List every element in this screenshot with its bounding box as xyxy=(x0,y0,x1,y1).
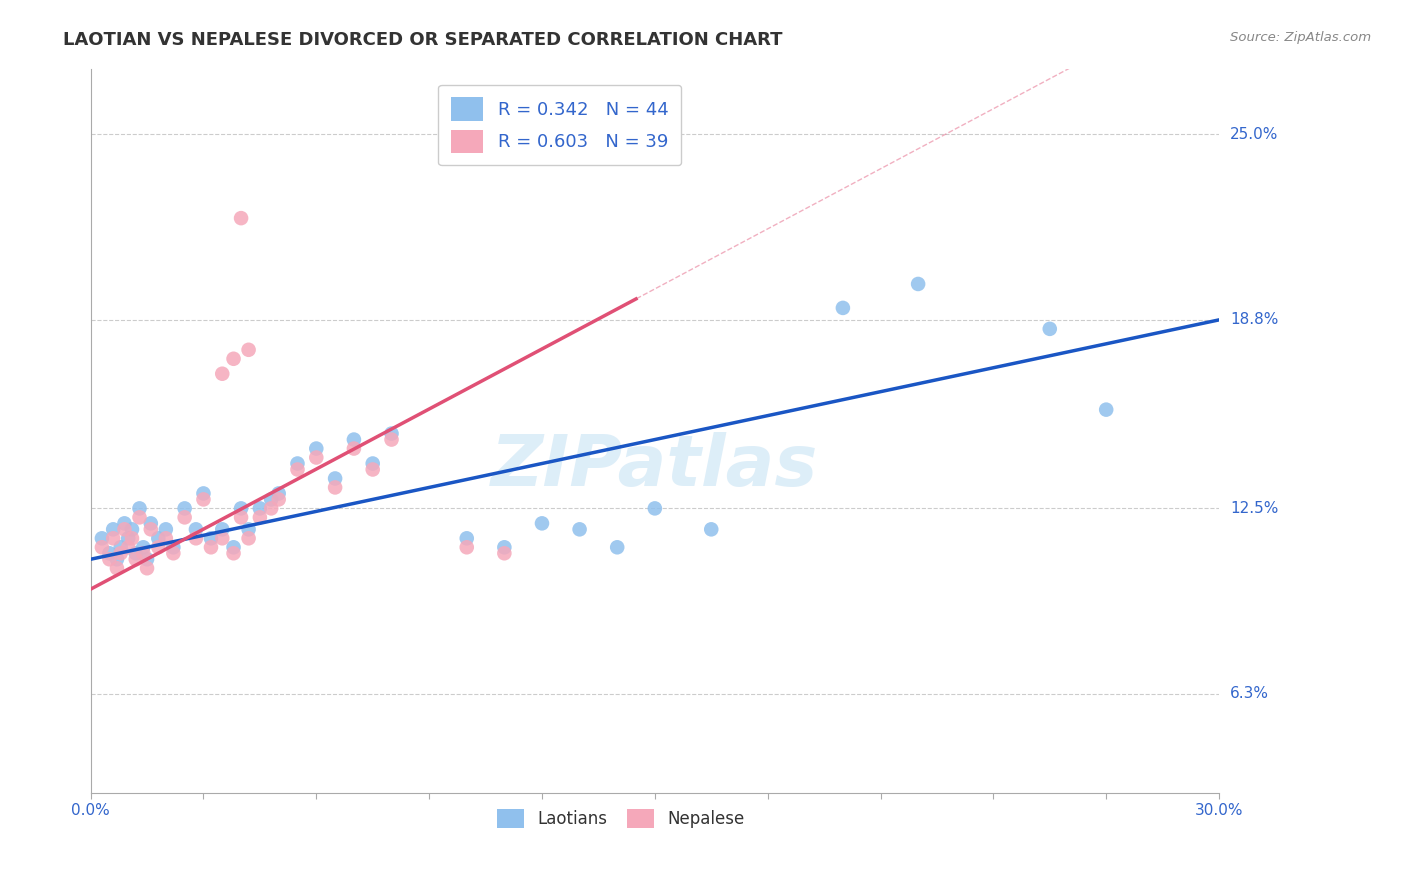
Point xyxy=(211,367,233,381)
Point xyxy=(139,516,162,531)
Point xyxy=(1039,322,1062,336)
Point xyxy=(287,462,309,476)
Point xyxy=(644,501,666,516)
Point xyxy=(132,541,155,555)
Point xyxy=(323,471,346,485)
Point xyxy=(148,531,170,545)
Point xyxy=(193,486,215,500)
Point xyxy=(222,351,245,366)
Point xyxy=(606,541,628,555)
Text: Source: ZipAtlas.com: Source: ZipAtlas.com xyxy=(1230,31,1371,45)
Point xyxy=(287,457,309,471)
Point xyxy=(184,522,207,536)
Point xyxy=(343,442,366,456)
Point xyxy=(380,433,402,447)
Point xyxy=(90,531,112,545)
Point xyxy=(305,450,328,465)
Point xyxy=(193,492,215,507)
Point xyxy=(260,492,283,507)
Point xyxy=(323,480,346,494)
Point xyxy=(173,501,195,516)
Point xyxy=(249,501,271,516)
Point xyxy=(568,522,591,536)
Point xyxy=(238,531,260,545)
Point xyxy=(229,510,252,524)
Point xyxy=(90,541,112,555)
Point xyxy=(361,457,384,471)
Point xyxy=(305,442,328,456)
Point xyxy=(831,301,853,315)
Point xyxy=(222,541,245,555)
Point xyxy=(121,531,143,545)
Point xyxy=(222,546,245,560)
Point xyxy=(238,522,260,536)
Text: 18.8%: 18.8% xyxy=(1230,312,1278,327)
Text: LAOTIAN VS NEPALESE DIVORCED OR SEPARATED CORRELATION CHART: LAOTIAN VS NEPALESE DIVORCED OR SEPARATE… xyxy=(63,31,783,49)
Point xyxy=(700,522,723,536)
Point xyxy=(361,462,384,476)
Point xyxy=(184,531,207,545)
Point xyxy=(155,531,177,545)
Point xyxy=(136,552,159,566)
Point xyxy=(456,541,478,555)
Point xyxy=(128,501,150,516)
Point xyxy=(114,516,136,531)
Point xyxy=(380,426,402,441)
Point xyxy=(260,501,283,516)
Point xyxy=(162,541,184,555)
Point xyxy=(105,561,128,575)
Point xyxy=(114,522,136,536)
Text: 25.0%: 25.0% xyxy=(1230,127,1278,142)
Point xyxy=(200,531,222,545)
Point xyxy=(105,552,128,566)
Point xyxy=(229,211,252,226)
Point xyxy=(121,522,143,536)
Point xyxy=(211,522,233,536)
Point xyxy=(907,277,929,291)
Point xyxy=(98,546,121,560)
Point xyxy=(103,522,125,536)
Point xyxy=(343,433,366,447)
Point xyxy=(238,343,260,357)
Point xyxy=(98,552,121,566)
Point xyxy=(173,510,195,524)
Point xyxy=(103,531,125,545)
Point xyxy=(139,522,162,536)
Point xyxy=(110,541,132,555)
Point xyxy=(494,541,516,555)
Point xyxy=(128,510,150,524)
Point xyxy=(125,546,148,560)
Point xyxy=(155,522,177,536)
Point xyxy=(249,510,271,524)
Point xyxy=(117,531,139,545)
Point xyxy=(136,561,159,575)
Point xyxy=(148,541,170,555)
Point xyxy=(117,541,139,555)
Point xyxy=(267,486,290,500)
Text: 6.3%: 6.3% xyxy=(1230,687,1270,701)
Point xyxy=(132,546,155,560)
Point xyxy=(125,552,148,566)
Point xyxy=(456,531,478,545)
Point xyxy=(494,546,516,560)
Point xyxy=(211,531,233,545)
Point xyxy=(267,492,290,507)
Point xyxy=(110,546,132,560)
Point xyxy=(1095,402,1118,417)
Text: ZIPatlas: ZIPatlas xyxy=(491,433,818,501)
Point xyxy=(200,541,222,555)
Point xyxy=(530,516,553,531)
Point xyxy=(162,546,184,560)
Legend: Laotians, Nepalese: Laotians, Nepalese xyxy=(491,803,751,835)
Point xyxy=(229,501,252,516)
Text: 12.5%: 12.5% xyxy=(1230,501,1278,516)
